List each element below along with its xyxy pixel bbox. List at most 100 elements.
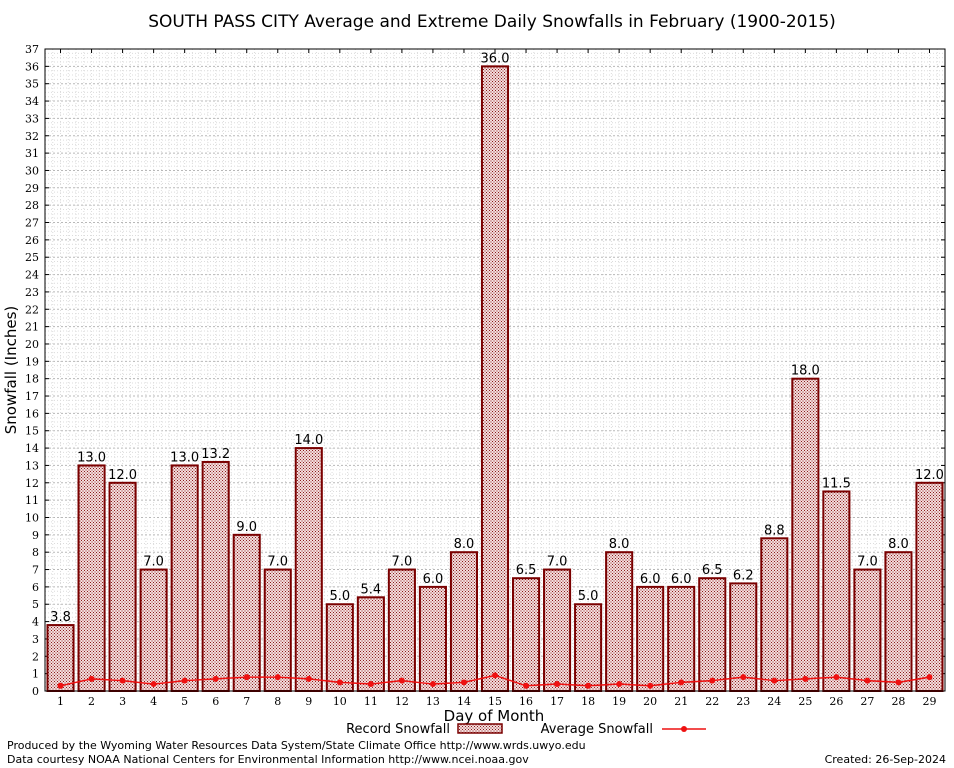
- legend-label-average: Average Snowfall: [541, 722, 653, 737]
- average-point: [709, 677, 716, 684]
- average-point: [833, 674, 840, 681]
- bar-value-label: 7.0: [267, 555, 288, 570]
- x-tick-label: 11: [364, 695, 378, 708]
- y-tick-label: 8: [32, 546, 39, 559]
- record-bar: [263, 568, 292, 692]
- bar-value-label: 8.0: [609, 537, 630, 552]
- y-tick-label: 33: [25, 112, 39, 125]
- y-tick-label: 9: [32, 529, 39, 542]
- record-bar: [512, 577, 541, 692]
- x-tick-label: 1: [57, 695, 64, 708]
- y-tick-label: 15: [25, 425, 39, 438]
- y-tick-label: 26: [25, 234, 39, 247]
- average-point: [212, 675, 219, 682]
- average-point: [926, 674, 933, 681]
- record-bar: [77, 464, 106, 692]
- bar-value-label: 8.8: [764, 523, 785, 538]
- record-bar: [574, 603, 603, 692]
- average-point: [523, 682, 530, 689]
- legend-marker-average: [681, 726, 687, 732]
- average-point: [554, 681, 561, 688]
- average-point: [243, 674, 250, 681]
- y-tick-label: 16: [25, 407, 39, 420]
- y-tick-label: 37: [25, 43, 39, 56]
- x-tick-label: 22: [705, 695, 719, 708]
- bar-value-label: 5.0: [578, 589, 599, 604]
- average-point: [57, 682, 64, 689]
- bar-value-label: 13.2: [201, 447, 230, 462]
- y-tick-label: 12: [25, 477, 39, 490]
- record-bar: [760, 537, 789, 692]
- x-tick-label: 28: [891, 695, 905, 708]
- x-tick-label: 2: [88, 695, 95, 708]
- record-bar: [667, 585, 696, 693]
- x-tick-label: 15: [488, 695, 502, 708]
- bar-value-label: 6.5: [702, 563, 723, 578]
- x-tick-label: 6: [212, 695, 219, 708]
- legend-label-record: Record Snowfall: [346, 722, 450, 737]
- average-point: [305, 675, 312, 682]
- x-tick-label: 23: [736, 695, 750, 708]
- y-tick-label: 7: [32, 564, 39, 577]
- y-tick-label: 34: [25, 95, 39, 108]
- x-tick-label: 18: [581, 695, 595, 708]
- x-tick-label: 10: [333, 695, 347, 708]
- footer-created-date: Created: 26-Sep-2024: [824, 753, 946, 766]
- record-bar: [232, 533, 261, 692]
- x-tick-label: 21: [674, 695, 688, 708]
- bar-value-label: 6.0: [640, 572, 661, 587]
- y-tick-label: 0: [32, 685, 39, 698]
- bar-value-label: 6.0: [423, 572, 444, 587]
- record-bar: [915, 481, 944, 692]
- x-tick-label: 29: [922, 695, 936, 708]
- x-tick-label: 24: [767, 695, 781, 708]
- record-bar: [170, 464, 199, 692]
- y-tick-label: 6: [32, 581, 39, 594]
- y-tick-label: 4: [32, 616, 39, 629]
- x-tick-label: 14: [457, 695, 471, 708]
- bar-value-label: 6.5: [516, 563, 537, 578]
- record-bar: [729, 582, 758, 693]
- y-axis: 0123456789101112131415161718192021222324…: [25, 43, 945, 698]
- y-tick-label: 24: [25, 269, 39, 282]
- average-point: [492, 672, 498, 679]
- average-point: [740, 674, 747, 681]
- x-tick-label: 19: [612, 695, 626, 708]
- bar-value-label: 12.0: [108, 468, 137, 483]
- bar-value-label: 5.0: [329, 589, 350, 604]
- y-tick-label: 31: [25, 147, 39, 160]
- legend: Record Snowfall Average Snowfall: [346, 722, 706, 737]
- average-point: [150, 681, 157, 688]
- average-point: [119, 677, 126, 684]
- y-tick-label: 28: [25, 199, 39, 212]
- y-tick-label: 32: [25, 130, 39, 143]
- average-point: [274, 674, 281, 681]
- bar-value-label: 13.0: [77, 450, 106, 465]
- y-tick-label: 30: [25, 164, 39, 177]
- average-point: [88, 675, 95, 682]
- y-tick-label: 35: [25, 78, 39, 91]
- x-tick-label: 20: [643, 695, 657, 708]
- bar-value-label: 7.0: [857, 555, 878, 570]
- bar-value-label: 13.0: [170, 450, 199, 465]
- y-tick-label: 3: [32, 633, 39, 646]
- y-tick-label: 13: [25, 459, 39, 472]
- y-tick-label: 23: [25, 286, 39, 299]
- record-bar: [46, 624, 75, 693]
- bar-value-label: 7.0: [547, 555, 568, 570]
- bar-value-label: 18.0: [791, 364, 820, 379]
- record-bar: [543, 568, 572, 692]
- average-point: [864, 677, 871, 684]
- x-tick-label: 27: [860, 695, 874, 708]
- record-bar: [201, 460, 230, 692]
- x-axis-label: Day of Month: [444, 707, 545, 725]
- y-axis-label: Snowfall (Inches): [2, 306, 20, 434]
- bar-value-label: 8.0: [888, 537, 909, 552]
- footer-produced-by: Produced by the Wyoming Water Resources …: [7, 739, 586, 752]
- x-tick-label: 7: [243, 695, 250, 708]
- y-tick-label: 14: [25, 442, 39, 455]
- x-tick-label: 25: [798, 695, 812, 708]
- bar-value-label: 7.0: [392, 555, 413, 570]
- x-tick-label: 5: [181, 695, 188, 708]
- average-point: [678, 679, 685, 686]
